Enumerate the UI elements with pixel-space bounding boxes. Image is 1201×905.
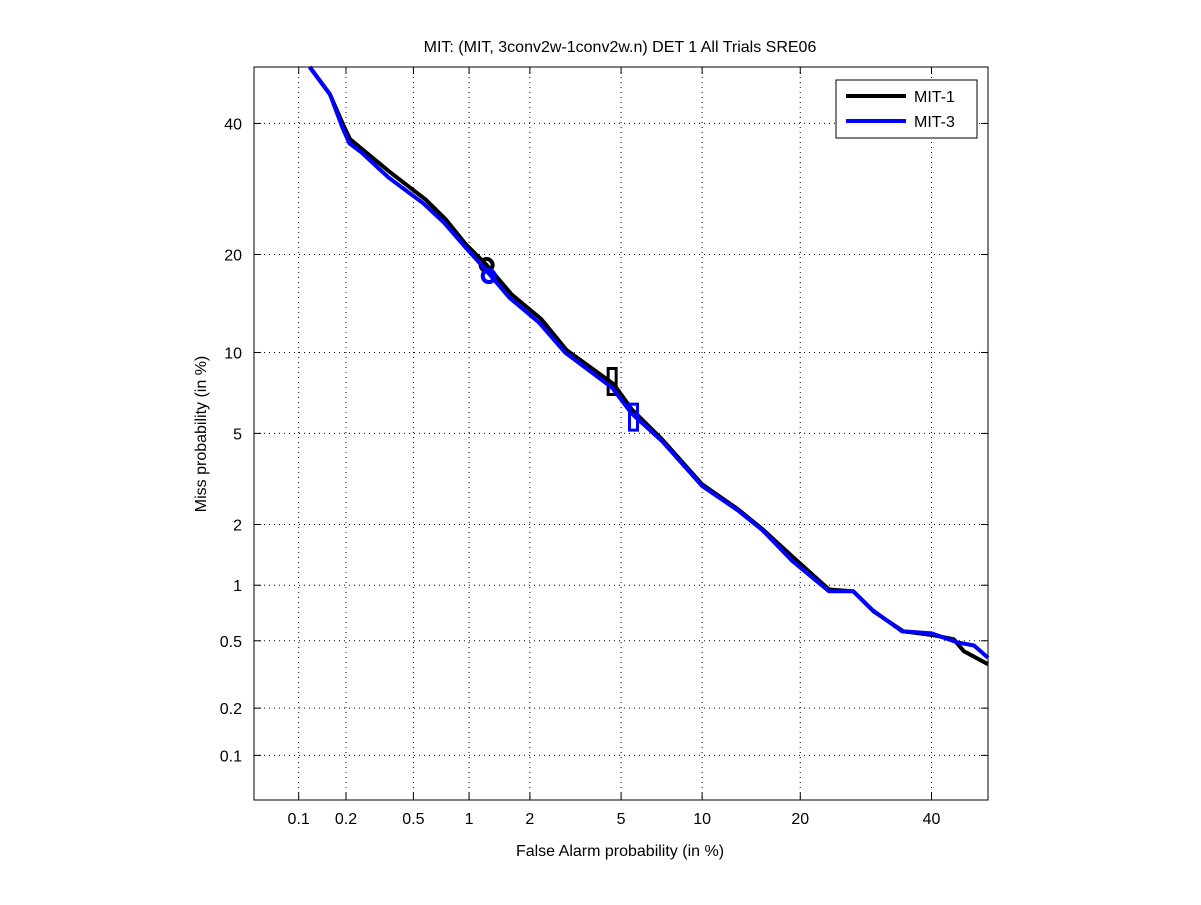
x-tick-label: 10 xyxy=(693,811,711,828)
x-tick-label: 40 xyxy=(923,811,941,828)
y-tick-label: 5 xyxy=(233,426,242,443)
x-tick-label: 0.2 xyxy=(335,811,357,828)
legend-box xyxy=(835,79,978,139)
series-mit-1 xyxy=(308,65,989,666)
y-tick-label: 20 xyxy=(224,247,242,264)
legend-label-mit-3: MIT-3 xyxy=(914,114,955,131)
chart-title: MIT: (MIT, 3conv2w-1conv2w.n) DET 1 All … xyxy=(424,39,817,56)
x-axis-label: False Alarm probability (in %) xyxy=(516,843,724,860)
x-tick-label: 2 xyxy=(525,811,534,828)
series-layer xyxy=(308,65,990,666)
legend: MIT-1 MIT-3 xyxy=(835,79,978,139)
y-ticks: 0.1 0.2 0.5 1 2 5 10 20 40 xyxy=(220,116,988,765)
x-tick-label: 0.1 xyxy=(288,811,310,828)
y-tick-label: 40 xyxy=(224,116,242,133)
y-tick-label: 2 xyxy=(233,517,242,534)
x-ticks: 0.1 0.2 0.5 1 2 5 10 20 40 xyxy=(288,67,941,828)
marker-square-mit-3 xyxy=(627,402,639,432)
x-tick-label: 1 xyxy=(465,811,474,828)
series-line-mit-1 xyxy=(308,65,989,666)
x-tick-label: 0.5 xyxy=(402,811,424,828)
marker-circle-mit-3 xyxy=(480,268,497,285)
x-tick-label: 5 xyxy=(617,811,626,828)
y-tick-label: 10 xyxy=(224,345,242,362)
x-tick-label: 20 xyxy=(791,811,809,828)
y-tick-label: 0.1 xyxy=(220,748,242,765)
y-axis-label: Miss probability (in %) xyxy=(193,356,210,512)
legend-label-mit-1: MIT-1 xyxy=(914,89,955,106)
marker-square-mit-1 xyxy=(606,367,618,397)
y-tick-label: 0.5 xyxy=(220,634,242,651)
series-mit-3 xyxy=(308,65,990,660)
y-tick-label: 0.2 xyxy=(220,701,242,718)
y-tick-label: 1 xyxy=(233,578,242,595)
grid xyxy=(254,67,988,800)
series-line-mit-3 xyxy=(308,65,990,660)
